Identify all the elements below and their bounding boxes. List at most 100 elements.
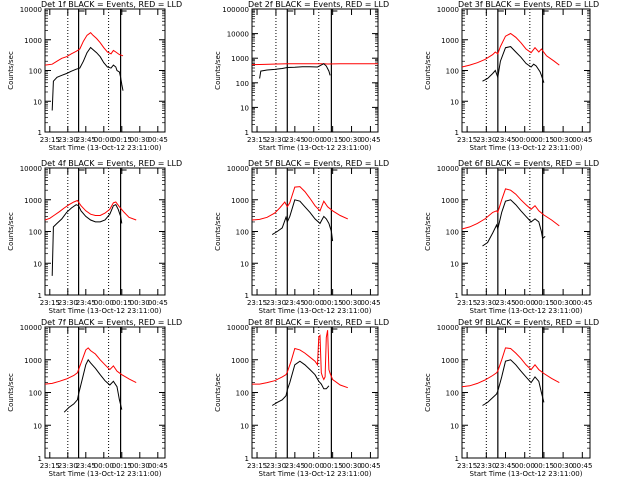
x-tick-label: 00:00 (515, 299, 535, 307)
x-tick-label: 00:15 (112, 299, 132, 307)
y-tick-label: 10000 (437, 6, 459, 14)
y-tick-label: 1000 (441, 357, 459, 365)
y-tick-label: 10 (450, 260, 459, 268)
x-tick-label: 00:00 (304, 462, 324, 470)
x-tick-label: 00:00 (515, 136, 535, 144)
x-tick-label: 00:15 (323, 462, 343, 470)
x-tick-label: 23:45 (495, 462, 515, 470)
x-tick-label: 23:45 (495, 136, 515, 144)
y-tick-label: 100 (29, 390, 42, 398)
y-tick-label: 10 (240, 104, 249, 112)
y-axis-label: Counts/sec (424, 212, 432, 251)
x-tick-label: 23:45 (76, 462, 96, 470)
plot-frame (461, 8, 591, 133)
detector-panel-5: Det 5f BLACK = Events, RED = LLD 1 10 100 10… (214, 159, 389, 315)
lld-series-line (461, 188, 560, 230)
x-axis-label: Start Time (13-Oct-12 23:11:00) (259, 307, 372, 315)
y-tick-label: 1000 (441, 197, 459, 205)
x-tick-label: 23:45 (285, 136, 305, 144)
x-tick-label: 00:15 (112, 462, 132, 470)
detector-panel-6: Det 6f BLACK = Events, RED = LLD 1 10 100 10… (424, 159, 599, 315)
x-tick-label: 00:00 (94, 136, 114, 144)
y-axis-label: Counts/sec (424, 51, 432, 90)
y-tick-label: 100 (446, 390, 459, 398)
x-tick-label: 23:15 (457, 299, 477, 307)
y-tick-label: 1 (38, 129, 42, 137)
plot-frame (461, 326, 591, 459)
x-tick-label: 00:45 (148, 136, 168, 144)
x-tick-label: 00:15 (534, 136, 554, 144)
detector-panel-7: Det 7f BLACK = Events, RED = LLD 1 10 100 10… (7, 318, 182, 478)
x-axis-label: Start Time (13-Oct-12 23:11:00) (470, 470, 583, 478)
y-tick-label: 1 (455, 455, 459, 463)
x-tick-label: 23:30 (58, 462, 78, 470)
x-tick-label: 23:30 (476, 299, 496, 307)
x-tick-label: 23:15 (247, 299, 267, 307)
x-tick-label: 00:45 (148, 299, 168, 307)
events-series-line (51, 46, 124, 111)
lld-series-line (44, 347, 137, 385)
x-tick-label: 23:15 (457, 462, 477, 470)
x-axis-label: Start Time (13-Oct-12 23:11:00) (470, 307, 583, 315)
x-tick-label: 00:15 (112, 136, 132, 144)
x-tick-label: 23:30 (476, 136, 496, 144)
y-tick-label: 10000 (437, 165, 459, 173)
lld-series-line (44, 199, 137, 221)
y-tick-label: 1000 (441, 37, 459, 45)
x-tick-label: 23:15 (247, 462, 267, 470)
x-axis-label: Start Time (13-Oct-12 23:11:00) (49, 470, 162, 478)
x-tick-label: 00:15 (323, 136, 343, 144)
y-tick-label: 1000 (24, 357, 42, 365)
panel-title: Det 8f BLACK = Events, RED = LLD (248, 318, 389, 327)
x-tick-label: 00:45 (572, 299, 592, 307)
x-tick-label: 23:15 (40, 299, 60, 307)
x-tick-label: 23:45 (285, 462, 305, 470)
events-series-line (271, 360, 330, 406)
y-tick-label: 10000 (437, 324, 459, 332)
x-tick-label: 00:45 (572, 136, 592, 144)
x-tick-label: 00:00 (304, 299, 324, 307)
y-axis-label: Counts/sec (214, 212, 222, 251)
x-tick-label: 00:30 (130, 299, 150, 307)
panel-title: Det 1f BLACK = Events, RED = LLD (41, 0, 182, 9)
y-tick-label: 10 (33, 260, 42, 268)
detector-panel-2: Det 2f BLACK = Events, RED = LLD 1 10 100 10… (214, 0, 389, 152)
x-tick-label: 00:45 (360, 462, 380, 470)
x-tick-label: 23:45 (76, 299, 96, 307)
x-tick-label: 00:00 (515, 462, 535, 470)
y-tick-label: 10 (450, 422, 459, 430)
x-tick-label: 00:30 (341, 299, 361, 307)
x-tick-label: 00:45 (572, 462, 592, 470)
panel-title: Det 7f BLACK = Events, RED = LLD (41, 318, 182, 327)
y-tick-label: 10000 (227, 324, 249, 332)
detector-panel-4: Det 4f BLACK = Events, RED = LLD 1 10 100 10… (7, 159, 182, 315)
x-tick-label: 00:00 (94, 462, 114, 470)
x-axis-label: Start Time (13-Oct-12 23:11:00) (49, 307, 162, 315)
y-tick-label: 1 (38, 292, 42, 300)
x-tick-label: 00:30 (130, 136, 150, 144)
y-tick-label: 10 (240, 422, 249, 430)
y-axis-label: Counts/sec (7, 212, 15, 251)
x-tick-label: 00:30 (553, 299, 573, 307)
x-axis-label: Start Time (13-Oct-12 23:11:00) (259, 144, 372, 152)
x-tick-label: 00:15 (534, 462, 554, 470)
y-tick-label: 1 (245, 292, 249, 300)
x-tick-label: 00:00 (94, 299, 114, 307)
panel-title: Det 6f BLACK = Events, RED = LLD (458, 159, 599, 168)
x-tick-label: 23:30 (266, 462, 286, 470)
y-tick-label: 10 (33, 98, 42, 106)
y-tick-label: 1 (38, 455, 42, 463)
x-tick-label: 00:45 (360, 299, 380, 307)
plot-frame (44, 326, 166, 459)
x-tick-label: 23:15 (40, 462, 60, 470)
x-tick-label: 23:30 (266, 136, 286, 144)
events-series-line (482, 46, 545, 83)
x-tick-label: 00:30 (341, 462, 361, 470)
x-tick-label: 00:15 (534, 299, 554, 307)
y-tick-label: 1000 (24, 197, 42, 205)
y-tick-label: 1 (245, 129, 249, 137)
x-tick-label: 23:30 (58, 299, 78, 307)
x-axis-label: Start Time (13-Oct-12 23:11:00) (259, 470, 372, 478)
x-tick-label: 23:30 (58, 136, 78, 144)
